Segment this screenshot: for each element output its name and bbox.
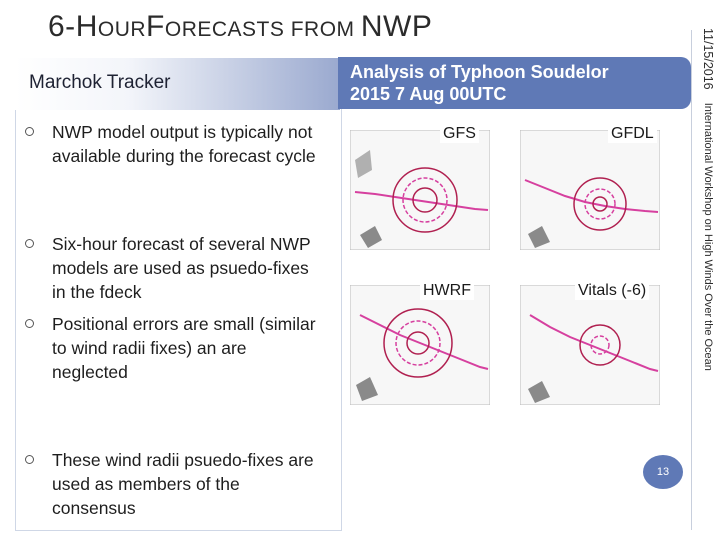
- model-label-hwrf: HWRF: [420, 282, 474, 300]
- side-workshop-text: International Workshop on High Winds Ove…: [702, 102, 714, 371]
- hwrf-map: [350, 285, 490, 405]
- bullet-item: NWP model output is typically not availa…: [25, 120, 325, 168]
- bullet-item: Positional errors are small (similar to …: [25, 312, 325, 384]
- bullet-item: Six-hour forecast of several NWP models …: [25, 232, 325, 304]
- right-header-line2: 2015 7 Aug 00UTC: [350, 84, 507, 104]
- left-content-panel: [15, 58, 342, 531]
- model-label-gfs: GFS: [440, 125, 479, 143]
- bullet-icon: [25, 127, 34, 136]
- vitals-map: [520, 285, 660, 405]
- page-number: 13: [656, 466, 670, 478]
- bullet-icon: [25, 239, 34, 248]
- left-header: Marchok Tracker: [15, 58, 340, 110]
- gfdl-map: [520, 130, 660, 250]
- page-number-badge: 13: [643, 455, 683, 489]
- bullet-icon: [25, 455, 34, 464]
- bullet-item: These wind radii psuedo-fixes are used a…: [25, 448, 325, 520]
- left-header-label: Marchok Tracker: [29, 72, 171, 93]
- side-footer: 11/15/2016 International Workshop on Hig…: [697, 28, 715, 371]
- right-header: Analysis of Typhoon Soudelor 2015 7 Aug …: [338, 57, 691, 109]
- slide-edge-divider: [691, 30, 692, 530]
- gfs-map: [350, 130, 490, 250]
- bullet-icon: [25, 319, 34, 328]
- model-label-gfdl: GFDL: [608, 125, 657, 143]
- slide-title: 6-HOURFORECASTS FROM NWP: [48, 10, 433, 43]
- right-header-line1: Analysis of Typhoon Soudelor: [350, 62, 609, 82]
- model-label-vitals: Vitals (-6): [575, 282, 650, 300]
- side-date: 11/15/2016: [701, 28, 715, 90]
